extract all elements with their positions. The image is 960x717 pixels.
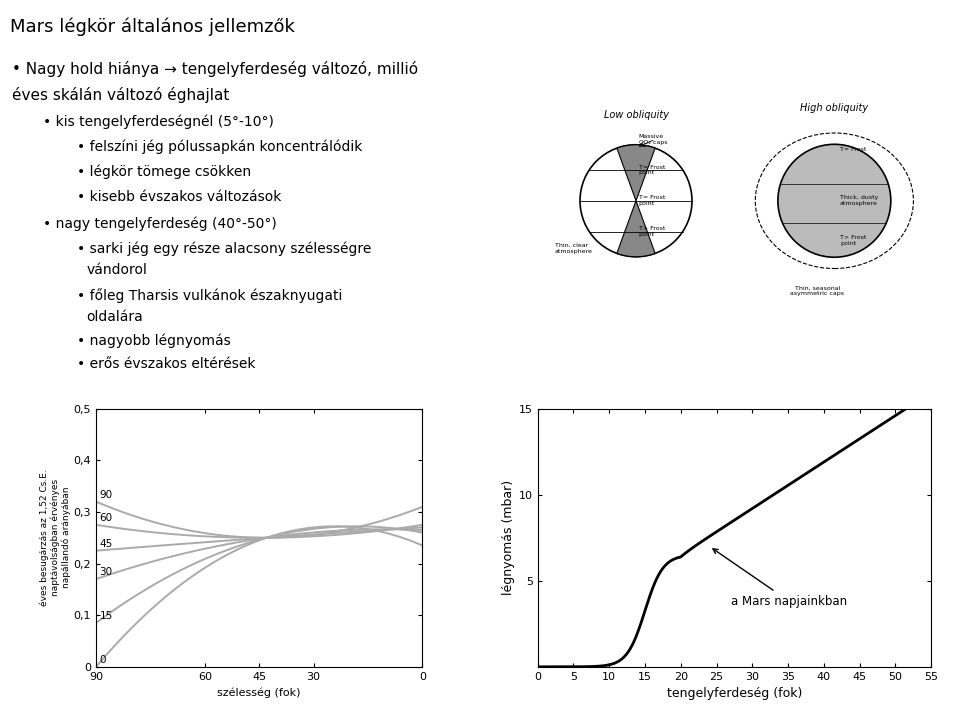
Y-axis label: éves besugárzás az 1,52 Cs.E.
naptávolságban érvényes
napállandó arányában: éves besugárzás az 1,52 Cs.E. naptávolsá…	[39, 470, 71, 606]
Text: • főleg Tharsis vulkánok északnyugati: • főleg Tharsis vulkánok északnyugati	[77, 288, 342, 303]
Text: 45: 45	[100, 538, 113, 549]
Text: T= Frost
point: T= Frost point	[638, 195, 665, 206]
Text: 60: 60	[100, 513, 112, 523]
Text: High obliquity: High obliquity	[801, 103, 869, 113]
Text: Thick, dusty
atmosphere: Thick, dusty atmosphere	[840, 195, 878, 206]
Wedge shape	[617, 145, 655, 201]
Text: • nagyobb légnyomás: • nagyobb légnyomás	[77, 333, 230, 348]
Text: oldalára: oldalára	[86, 310, 143, 324]
Text: • légkör tömege csökken: • légkör tömege csökken	[77, 165, 251, 179]
Text: T= Frost: T= Frost	[840, 148, 866, 153]
Circle shape	[778, 144, 891, 257]
Text: • nagy tengelyferdeség (40°-50°): • nagy tengelyferdeség (40°-50°)	[43, 217, 276, 231]
Text: T= Frost
point: T= Frost point	[638, 165, 665, 176]
Text: vándorol: vándorol	[86, 263, 147, 277]
Text: • felszíni jég pólussapkán koncentrálódik: • felszíni jég pólussapkán koncentrálódi…	[77, 140, 362, 154]
Text: a Mars napjainkban: a Mars napjainkban	[713, 549, 847, 607]
X-axis label: szélesség (fok): szélesség (fok)	[218, 687, 300, 698]
Text: • sarki jég egy része alacsony szélességre: • sarki jég egy része alacsony szélesség…	[77, 242, 372, 256]
Text: • erős évszakos eltérések: • erős évszakos eltérések	[77, 357, 255, 371]
Y-axis label: légnyomás (mbar): légnyomás (mbar)	[501, 480, 515, 595]
X-axis label: tengelyferdeség (fok): tengelyferdeség (fok)	[666, 687, 803, 701]
Text: T> Frost
point: T> Frost point	[840, 235, 866, 246]
Text: Massive
CO₂ caps: Massive CO₂ caps	[638, 134, 667, 145]
Text: Low obliquity: Low obliquity	[604, 110, 668, 120]
Circle shape	[580, 145, 692, 257]
Text: Thin, clear
atmosphere: Thin, clear atmosphere	[555, 243, 592, 254]
Text: Mars légkör általános jellemzők: Mars légkör általános jellemzők	[10, 18, 295, 37]
Text: 0: 0	[100, 655, 107, 665]
Text: • kisebb évszakos változások: • kisebb évszakos változások	[77, 190, 281, 204]
Text: 90: 90	[100, 490, 112, 500]
Text: 30: 30	[100, 567, 112, 577]
Text: • kis tengelyferdeségnél (5°-10°): • kis tengelyferdeségnél (5°-10°)	[43, 115, 274, 129]
Text: • Nagy hold hiánya → tengelyferdeség változó, millió: • Nagy hold hiánya → tengelyferdeség vál…	[12, 61, 418, 77]
Text: 15: 15	[100, 611, 113, 621]
Wedge shape	[617, 201, 655, 257]
Text: T> Frost
point: T> Frost point	[638, 226, 665, 237]
Text: Thin, seasonal
asymmetric caps: Thin, seasonal asymmetric caps	[790, 285, 845, 296]
Text: éves skálán változó éghajlat: éves skálán változó éghajlat	[12, 87, 228, 103]
